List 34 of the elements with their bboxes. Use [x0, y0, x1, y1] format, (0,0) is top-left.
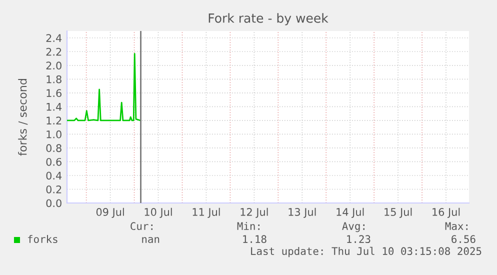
x-tick-label: 10 Jul [144, 208, 172, 218]
x-tick-label: 14 Jul [336, 208, 364, 218]
y-tick-label: 0.6 [46, 158, 62, 166]
x-tick-label: 15 Jul [384, 208, 412, 218]
y-axis-title: forks / second [18, 79, 28, 156]
y-tick-label: 0.8 [46, 144, 62, 152]
x-tick-label: 12 Jul [240, 208, 268, 218]
y-tick-label: 1.0 [46, 130, 62, 138]
y-tick-label: 1.4 [46, 103, 62, 111]
line-series [67, 53, 141, 122]
legend-label: forks [28, 234, 58, 244]
text: nan [142, 237, 160, 244]
x-tick-label: 09 Jul [96, 208, 124, 218]
y-tick-label: 1.6 [46, 89, 62, 98]
y-tick-label: 1.8 [46, 75, 62, 84]
text: 1.18 [243, 235, 266, 244]
text: Max: [445, 222, 468, 230]
y-tick-label: 2.2 [46, 48, 62, 56]
y-tick-label: 0.0 [46, 199, 62, 208]
x-tick-label: 11 Jul [192, 208, 220, 218]
y-tick-label: 2.0 [46, 62, 62, 70]
text: Cur: [130, 222, 152, 230]
text: 1.23 [347, 235, 370, 244]
x-tick-label: 13 Jul [288, 208, 316, 218]
text: 6.56 [452, 235, 476, 244]
y-tick-label: 1.2 [46, 116, 62, 124]
text: Last update: Thu Jul 10 03:15:08 2025 [251, 246, 482, 258]
x-tick-label: 16 Jul [432, 208, 460, 218]
chart-title: Fork rate - by week [208, 13, 328, 26]
text: Min: [237, 222, 260, 230]
text: Avg: [342, 222, 364, 232]
y-tick-label: 0.2 [46, 185, 62, 194]
y-tick-label: 2.4 [46, 34, 62, 42]
y-tick-label: 0.4 [46, 172, 62, 180]
